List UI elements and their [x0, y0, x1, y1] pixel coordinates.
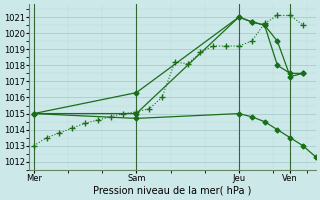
X-axis label: Pression niveau de la mer( hPa ): Pression niveau de la mer( hPa ) [93, 186, 252, 196]
